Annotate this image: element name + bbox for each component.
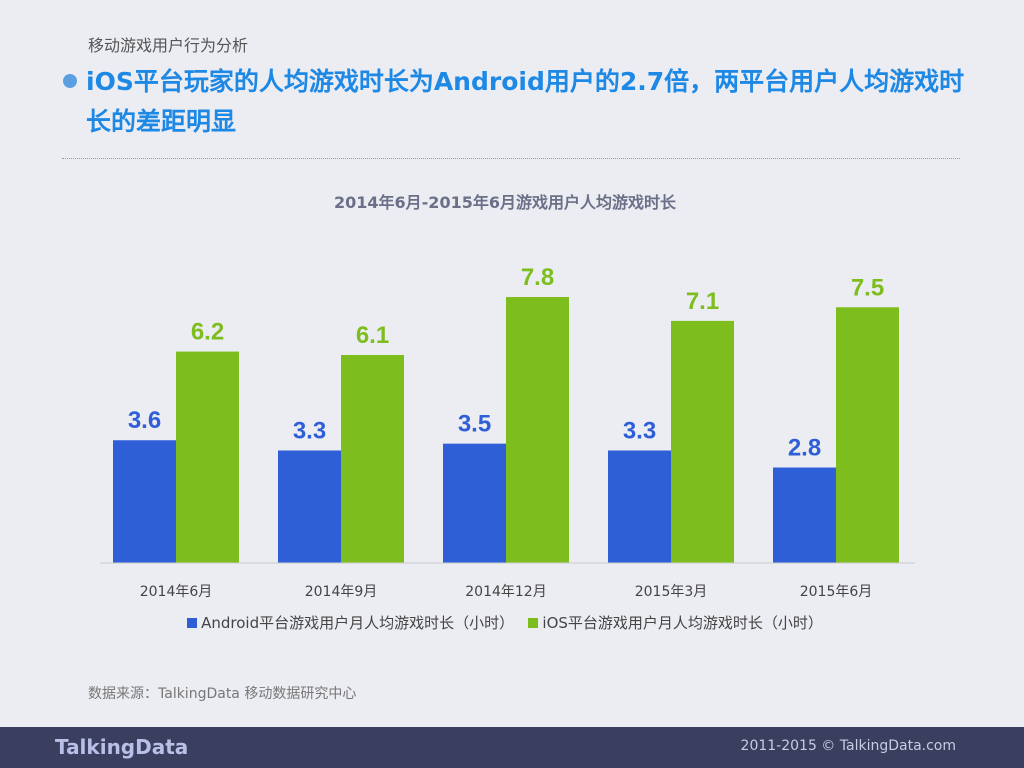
data-label: 3.5 [458, 411, 491, 438]
legend: Android平台游戏用户月人均游戏时长（小时） iOS平台游戏用户月人均游戏时… [0, 612, 1010, 633]
data-label: 6.2 [191, 319, 224, 346]
data-label: 6.1 [356, 322, 389, 349]
source-note: 数据来源：TalkingData 移动数据研究中心 [88, 686, 357, 702]
bar-android [608, 450, 671, 563]
bar-android [113, 440, 176, 563]
data-label: 7.5 [851, 274, 884, 301]
bullet-icon [63, 74, 77, 88]
divider [62, 158, 960, 159]
data-label: 3.3 [623, 417, 656, 444]
data-label: 3.3 [293, 417, 326, 444]
section-label: 移动游戏用户行为分析 [88, 36, 249, 55]
chart-title: 2014年6月-2015年6月游戏用户人均游戏时长 [334, 193, 676, 212]
x-tick-label: 2014年12月 [465, 584, 546, 600]
bar-ios [176, 351, 239, 563]
legend-android: Android平台游戏用户月人均游戏时长（小时） [201, 614, 515, 632]
bar-ios [671, 320, 734, 563]
bar-android [773, 467, 836, 563]
x-tick-label: 2014年9月 [305, 584, 378, 600]
x-tick-label: 2015年6月 [800, 584, 873, 600]
data-label: 7.1 [686, 288, 719, 315]
x-tick-label: 2014年6月 [140, 584, 213, 600]
copyright: 2011-2015 © TalkingData.com [740, 738, 956, 754]
talkingdata-logo: TalkingData [55, 735, 189, 759]
x-tick-label: 2015年3月 [635, 584, 708, 600]
data-label: 3.6 [128, 407, 161, 434]
data-label: 7.8 [521, 264, 554, 291]
legend-swatch-ios [528, 618, 539, 628]
page-title: iOS平台玩家的人均游戏时长为Android用户的2.7倍，两平台用户人均游戏时… [86, 67, 965, 136]
bar-ios [341, 354, 404, 563]
bar-ios [506, 297, 569, 563]
bar-ios [836, 307, 899, 563]
footer: TalkingData 2011-2015 © TalkingData.com [0, 727, 1024, 768]
bar-android [278, 450, 341, 563]
bar-android [443, 443, 506, 563]
legend-ios: iOS平台游戏用户月人均游戏时长（小时） [542, 614, 823, 632]
data-label: 2.8 [788, 435, 821, 462]
legend-swatch-android [187, 618, 198, 628]
